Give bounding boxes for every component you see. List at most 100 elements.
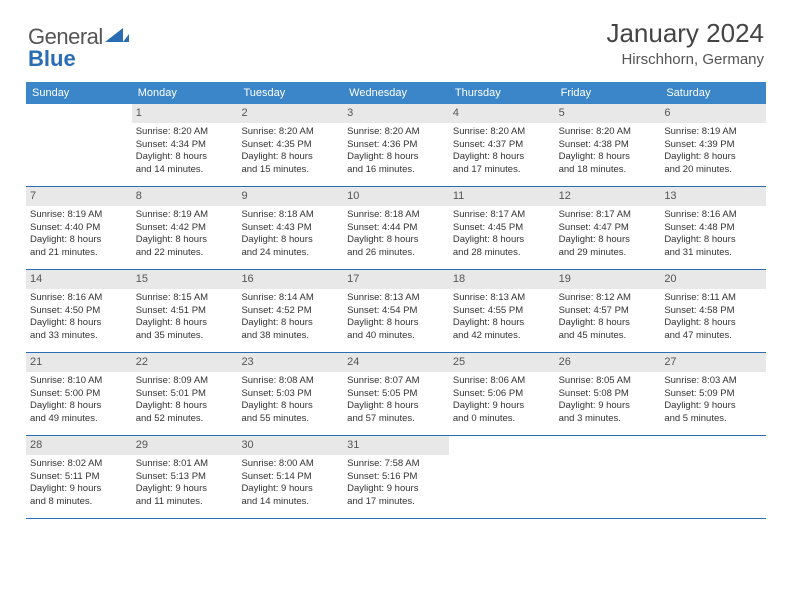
day-detail-line: Sunset: 4:44 PM [347,222,445,235]
day-detail-line: Sunset: 4:42 PM [136,222,234,235]
day-cell: 5Sunrise: 8:20 AMSunset: 4:38 PMDaylight… [555,104,661,186]
day-cell: 30Sunrise: 8:00 AMSunset: 5:14 PMDayligh… [237,436,343,518]
week-row: 14Sunrise: 8:16 AMSunset: 4:50 PMDayligh… [26,270,766,353]
day-cell: 19Sunrise: 8:12 AMSunset: 4:57 PMDayligh… [555,270,661,352]
day-detail-line: Sunrise: 8:05 AM [559,375,657,388]
day-detail-line: Daylight: 9 hours [241,483,339,496]
day-header-row: SundayMondayTuesdayWednesdayThursdayFrid… [26,82,766,104]
week-row: 28Sunrise: 8:02 AMSunset: 5:11 PMDayligh… [26,436,766,519]
day-number: 20 [660,270,766,289]
day-detail-line: and 11 minutes. [136,496,234,509]
day-detail-line: and 16 minutes. [347,164,445,177]
day-detail-line: Daylight: 9 hours [30,483,128,496]
day-number: 15 [132,270,238,289]
day-detail-line: Daylight: 8 hours [241,400,339,413]
day-detail-line: Daylight: 8 hours [30,400,128,413]
day-number: 13 [660,187,766,206]
day-detail-line: Sunset: 4:39 PM [664,139,762,152]
day-detail-line: Sunset: 4:50 PM [30,305,128,318]
day-cell: 14Sunrise: 8:16 AMSunset: 4:50 PMDayligh… [26,270,132,352]
day-detail-line: and 29 minutes. [559,247,657,260]
day-detail-line: and 24 minutes. [241,247,339,260]
day-detail-line: Sunrise: 8:13 AM [453,292,551,305]
day-cell: 21Sunrise: 8:10 AMSunset: 5:00 PMDayligh… [26,353,132,435]
day-detail-line: Sunrise: 8:15 AM [136,292,234,305]
day-number: 22 [132,353,238,372]
day-detail-line: Sunset: 5:05 PM [347,388,445,401]
brand-triangle-icon [105,26,129,42]
day-detail-line: Sunset: 4:43 PM [241,222,339,235]
day-cell: 4Sunrise: 8:20 AMSunset: 4:37 PMDaylight… [449,104,555,186]
day-number: 3 [343,104,449,123]
week-row: 21Sunrise: 8:10 AMSunset: 5:00 PMDayligh… [26,353,766,436]
day-detail-line: Sunrise: 8:16 AM [30,292,128,305]
day-cell: 22Sunrise: 8:09 AMSunset: 5:01 PMDayligh… [132,353,238,435]
day-detail-line: Daylight: 8 hours [347,151,445,164]
day-header: Thursday [449,82,555,104]
day-cell: 29Sunrise: 8:01 AMSunset: 5:13 PMDayligh… [132,436,238,518]
day-number: 30 [237,436,343,455]
day-detail-line: Sunset: 5:01 PM [136,388,234,401]
day-detail-line: Daylight: 8 hours [664,317,762,330]
day-header: Sunday [26,82,132,104]
day-number: 8 [132,187,238,206]
day-number: 5 [555,104,661,123]
day-detail-line: and 14 minutes. [241,496,339,509]
day-number: 9 [237,187,343,206]
day-number: 24 [343,353,449,372]
day-cell: 18Sunrise: 8:13 AMSunset: 4:55 PMDayligh… [449,270,555,352]
day-detail-line: Daylight: 8 hours [241,317,339,330]
day-detail-line: Daylight: 8 hours [136,400,234,413]
day-detail-line: Daylight: 8 hours [559,317,657,330]
day-detail-line: Sunset: 4:55 PM [453,305,551,318]
day-detail-line: Daylight: 8 hours [30,234,128,247]
day-detail-line: Daylight: 8 hours [347,400,445,413]
brand-text-blue: Blue [28,46,76,72]
day-detail-line: and 20 minutes. [664,164,762,177]
day-detail-line: Sunrise: 8:19 AM [30,209,128,222]
day-detail-line: Sunrise: 8:17 AM [453,209,551,222]
day-cell: 9Sunrise: 8:18 AMSunset: 4:43 PMDaylight… [237,187,343,269]
day-number: 23 [237,353,343,372]
day-detail-line: Sunset: 4:57 PM [559,305,657,318]
day-number: 21 [26,353,132,372]
day-detail-line: Sunset: 5:13 PM [136,471,234,484]
day-detail-line: Sunrise: 8:08 AM [241,375,339,388]
month-title: January 2024 [606,18,764,49]
day-detail-line: and 26 minutes. [347,247,445,260]
day-detail-line: Sunset: 4:54 PM [347,305,445,318]
day-detail-line: Sunrise: 8:18 AM [347,209,445,222]
day-detail-line: Sunrise: 8:17 AM [559,209,657,222]
calendar-grid: SundayMondayTuesdayWednesdayThursdayFrid… [26,82,766,519]
day-detail-line: Sunset: 4:48 PM [664,222,762,235]
day-detail-line: and 3 minutes. [559,413,657,426]
day-number: 17 [343,270,449,289]
day-cell [26,104,132,186]
day-detail-line: and 57 minutes. [347,413,445,426]
day-detail-line: Sunset: 4:52 PM [241,305,339,318]
day-number: 29 [132,436,238,455]
day-detail-line: Sunset: 5:09 PM [664,388,762,401]
day-detail-line: Daylight: 8 hours [453,234,551,247]
day-detail-line: Sunrise: 8:18 AM [241,209,339,222]
day-cell: 24Sunrise: 8:07 AMSunset: 5:05 PMDayligh… [343,353,449,435]
day-detail-line: Sunset: 5:03 PM [241,388,339,401]
day-number: 18 [449,270,555,289]
day-detail-line: Daylight: 8 hours [136,151,234,164]
day-number: 28 [26,436,132,455]
day-number: 7 [26,187,132,206]
day-cell: 25Sunrise: 8:06 AMSunset: 5:06 PMDayligh… [449,353,555,435]
day-number: 2 [237,104,343,123]
day-detail-line: Sunset: 5:16 PM [347,471,445,484]
day-detail-line: and 5 minutes. [664,413,762,426]
day-detail-line: Sunset: 4:35 PM [241,139,339,152]
day-header: Wednesday [343,82,449,104]
day-cell: 16Sunrise: 8:14 AMSunset: 4:52 PMDayligh… [237,270,343,352]
day-number: 19 [555,270,661,289]
day-detail-line: Sunrise: 8:10 AM [30,375,128,388]
day-detail-line: Daylight: 8 hours [347,234,445,247]
day-detail-line: and 38 minutes. [241,330,339,343]
title-block: January 2024 Hirschhorn, Germany [606,18,764,68]
day-detail-line: and 21 minutes. [30,247,128,260]
day-detail-line: Sunrise: 8:20 AM [241,126,339,139]
